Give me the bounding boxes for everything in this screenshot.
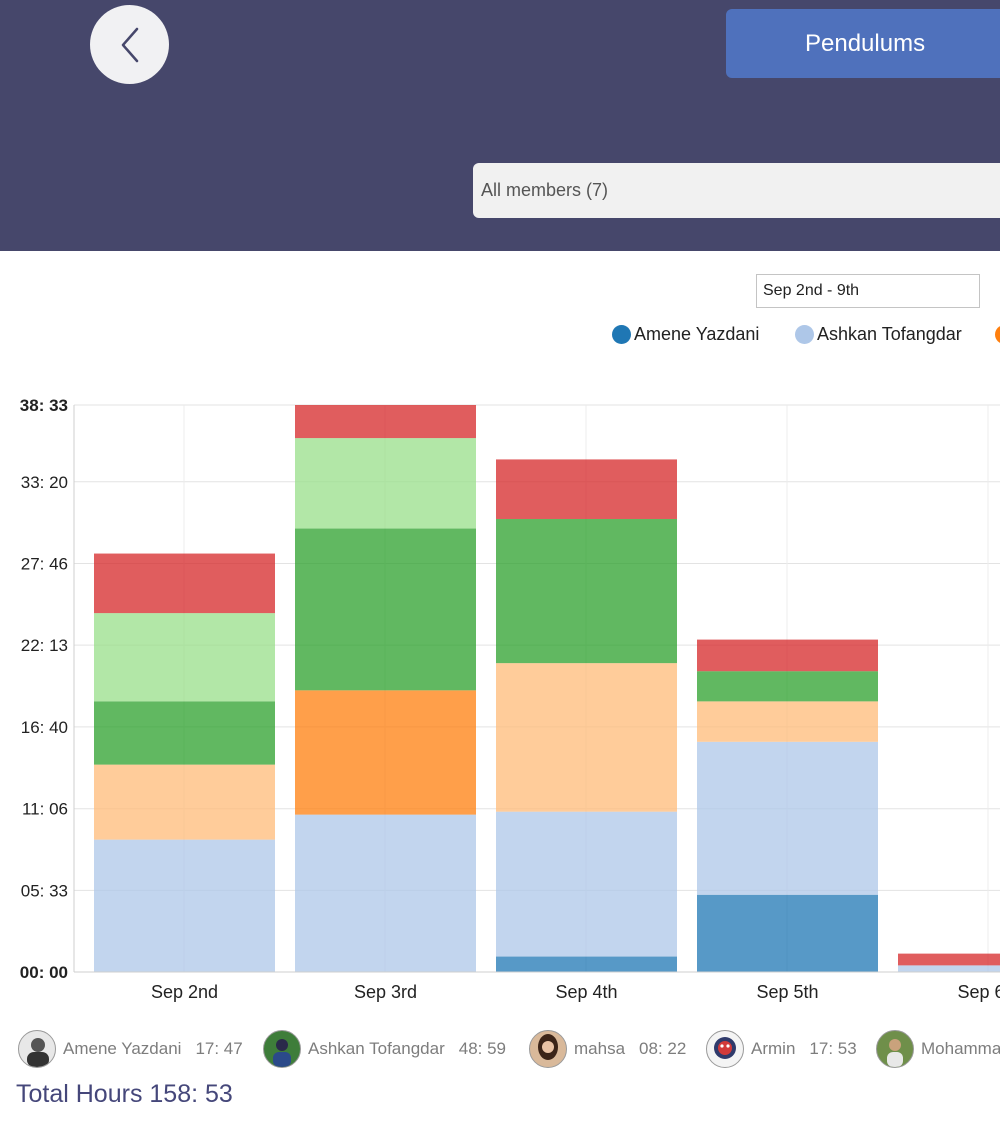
legend-label: Amene Yazdani bbox=[634, 323, 760, 344]
y-tick-label: 27: 46 bbox=[21, 555, 68, 574]
legend-item-third[interactable] bbox=[995, 322, 1000, 346]
chevron-left-icon bbox=[121, 27, 138, 62]
pendulums-button[interactable]: Pendulums bbox=[726, 9, 1000, 78]
legend-swatch bbox=[995, 324, 1000, 344]
bar-segment bbox=[496, 518, 677, 664]
bar-segment bbox=[898, 953, 1000, 966]
member-mohammad[interactable]: Mohammad bbox=[876, 1029, 1000, 1069]
member-name: Amene Yazdani bbox=[63, 1039, 182, 1058]
x-tick-label: Sep 5th bbox=[756, 982, 818, 1002]
member-name: Armin bbox=[751, 1039, 796, 1058]
bar-segment bbox=[94, 613, 275, 702]
bar-segment bbox=[496, 956, 677, 972]
bar-segment bbox=[295, 528, 476, 691]
member-select[interactable]: All members (7) bbox=[473, 163, 1000, 218]
member-armin[interactable]: Armin 17: 53 bbox=[706, 1029, 857, 1069]
avatar bbox=[706, 1030, 744, 1068]
y-tick-label: 11: 06 bbox=[22, 800, 68, 819]
member-name: Ashkan Tofangdar bbox=[308, 1039, 445, 1058]
bar-segment bbox=[295, 690, 476, 815]
back-button[interactable] bbox=[90, 5, 169, 84]
bar-segment bbox=[295, 814, 476, 972]
bar-segment bbox=[295, 438, 476, 529]
bar-segment bbox=[898, 965, 1000, 972]
x-tick-label: Sep 3rd bbox=[354, 982, 417, 1002]
bar-segment bbox=[697, 671, 878, 702]
y-tick-label: 33: 20 bbox=[21, 473, 68, 492]
member-hours: 08: 22 bbox=[639, 1039, 687, 1058]
bar-segment bbox=[94, 701, 275, 765]
y-tick-label: 38: 33 bbox=[20, 396, 68, 415]
legend-swatch bbox=[795, 324, 814, 344]
member-ashkan[interactable]: Ashkan Tofangdar 48: 59 bbox=[263, 1029, 506, 1069]
date-range-picker[interactable]: Sep 2nd - 9th bbox=[756, 274, 980, 308]
bar-segment bbox=[295, 405, 476, 439]
member-hours: 17: 47 bbox=[195, 1039, 243, 1058]
bar-segment bbox=[496, 459, 677, 519]
app-header: Pendulums All members (7) bbox=[0, 0, 1000, 251]
bar-segment bbox=[94, 553, 275, 614]
legend-item-amene[interactable]: Amene Yazdani bbox=[612, 322, 759, 346]
member-hours: 48: 59 bbox=[458, 1039, 506, 1058]
bar-segment bbox=[697, 701, 878, 742]
avatar bbox=[18, 1030, 56, 1068]
y-tick-label: 00: 00 bbox=[20, 963, 68, 982]
bar-segment bbox=[697, 894, 878, 972]
legend-label: Ashkan Tofangdar bbox=[817, 323, 962, 344]
member-mahsa[interactable]: mahsa 08: 22 bbox=[529, 1029, 686, 1069]
member-name: Mohammad bbox=[921, 1039, 1000, 1058]
y-tick-label: 16: 40 bbox=[21, 718, 68, 737]
avatar bbox=[876, 1030, 914, 1068]
x-tick-label: Sep 2nd bbox=[151, 982, 218, 1002]
bar-segment bbox=[496, 663, 677, 812]
bar-segment bbox=[94, 839, 275, 972]
x-tick-label: Sep 6th bbox=[957, 982, 1000, 1002]
bar-segment bbox=[94, 764, 275, 840]
bar-segment bbox=[697, 741, 878, 895]
member-hours: 17: 53 bbox=[809, 1039, 857, 1058]
hours-bar-chart: 00: 00 05: 33 11: 06 16: 40 22: 13 27: 46 33: … bbox=[20, 396, 1000, 1002]
bar-segment bbox=[496, 811, 677, 957]
legend-item-ashkan[interactable]: Ashkan Tofangdar bbox=[795, 322, 962, 346]
y-tick-label: 22: 13 bbox=[21, 636, 68, 655]
member-amene[interactable]: Amene Yazdani 17: 47 bbox=[18, 1029, 243, 1069]
member-name: mahsa bbox=[574, 1039, 626, 1058]
avatar bbox=[263, 1030, 301, 1068]
avatar bbox=[529, 1030, 567, 1068]
x-tick-label: Sep 4th bbox=[555, 982, 617, 1002]
total-hours: Total Hours 158: 53 bbox=[16, 1080, 233, 1108]
y-tick-label: 05: 33 bbox=[21, 881, 68, 900]
legend-swatch bbox=[612, 324, 631, 344]
bar-segment bbox=[697, 639, 878, 672]
